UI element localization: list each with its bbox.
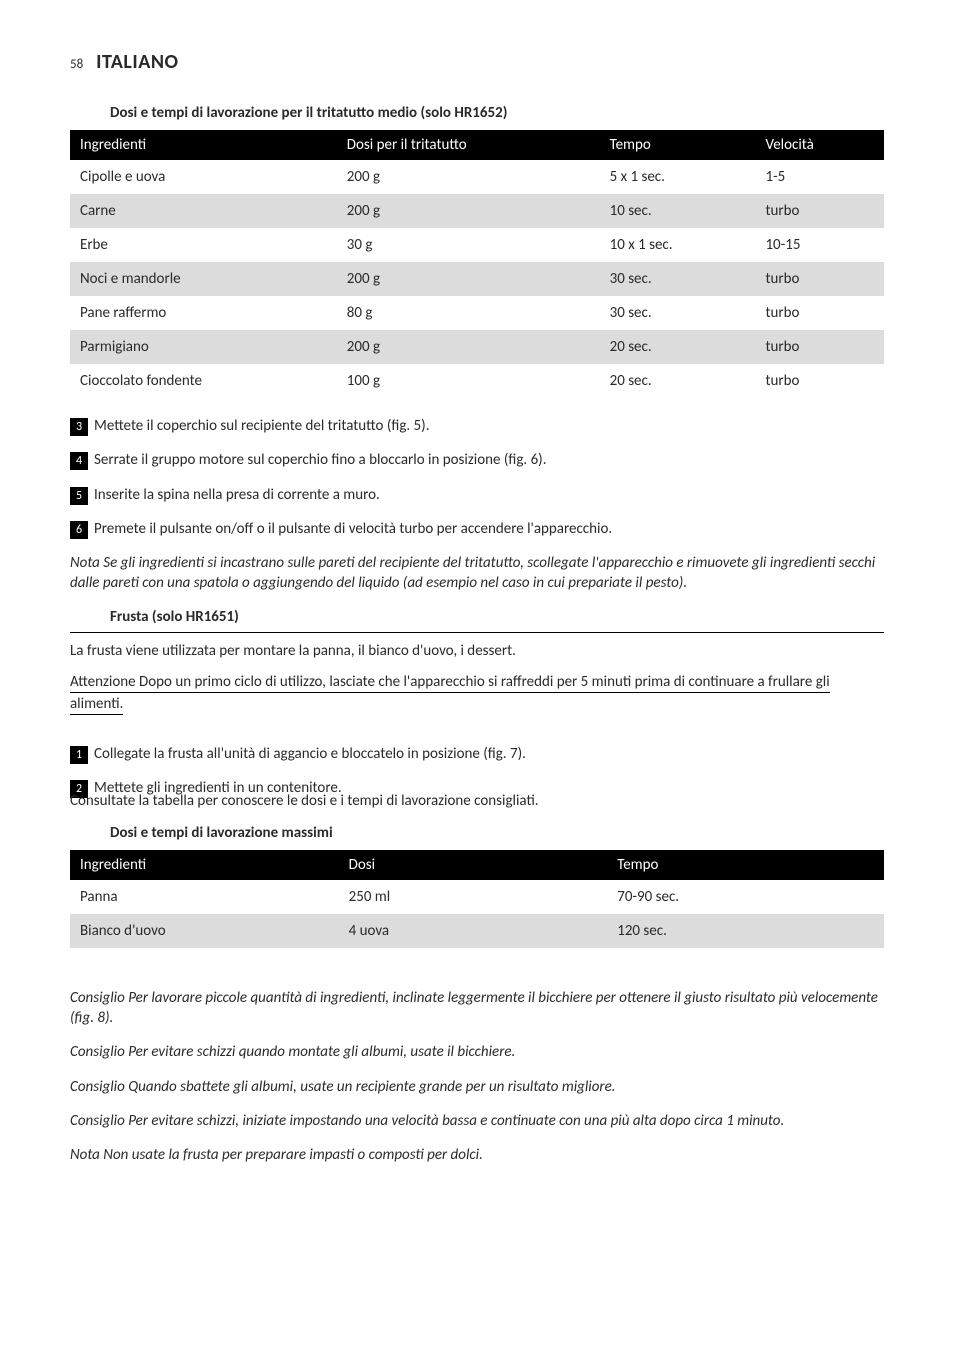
step-text: Serrate il gruppo motore sul coperchio f…: [94, 451, 547, 469]
table-cell: Carne: [70, 194, 337, 228]
table-cell: 30 sec.: [600, 262, 756, 296]
table-cell: turbo: [755, 364, 884, 398]
step-text: Mettete il coperchio sul recipiente del …: [94, 417, 430, 435]
table-cell: 4 uova: [339, 914, 608, 948]
step-6: 6 Premete il pulsante on/off o il pulsant…: [70, 519, 884, 539]
table-cell: Erbe: [70, 228, 337, 262]
table-cell: 200 g: [337, 160, 600, 194]
step-text: Collegate la frusta all'unità di agganci…: [94, 745, 526, 763]
table-cell: 200 g: [337, 262, 600, 296]
step-1: 1 Collegate la frusta all'unità di agganc…: [70, 744, 884, 764]
frusta-caution: Attenzione Dopo un primo ciclo di utiliz…: [70, 671, 884, 716]
table-cell: 200 g: [337, 330, 600, 364]
table-cell: turbo: [755, 194, 884, 228]
col-ingredients: Ingredienti: [70, 850, 339, 880]
table-row: Panna250 ml70-90 sec.: [70, 880, 884, 914]
steps-frusta: 1 Collegate la frusta all'unità di agganc…: [70, 744, 884, 799]
table-cell: 70-90 sec.: [607, 880, 884, 914]
table-row: Carne200 g10 sec.turbo: [70, 194, 884, 228]
table-cell: 1-5: [755, 160, 884, 194]
frusta-heading: Frusta (solo HR1651): [110, 608, 884, 628]
table-cell: 5 x 1 sec.: [600, 160, 756, 194]
col-quantity: Dosi per il tritatutto: [337, 130, 600, 160]
table1-title: Dosi e tempi di lavorazione per il trita…: [110, 104, 884, 122]
table-whisk: Ingredienti Dosi Tempo Panna250 ml70-90 …: [70, 850, 884, 948]
step-2-sub: Consultate la tabella per conoscere le d…: [70, 792, 884, 812]
table-row: Cipolle e uova200 g5 x 1 sec.1-5: [70, 160, 884, 194]
language-label: ITALIANO: [96, 50, 178, 74]
table-cell: Panna: [70, 880, 339, 914]
table-row: Pane raffermo80 g30 sec.turbo: [70, 296, 884, 330]
tip-2: Consiglio Per evitare schizzi quando mon…: [70, 1042, 884, 1062]
frusta-heading-wrap: Frusta (solo HR1651): [70, 608, 884, 633]
frusta-intro: La frusta viene utilizzata per montare l…: [70, 641, 884, 661]
tip-5: Nota Non usate la frusta per preparare i…: [70, 1145, 884, 1165]
col-speed: Velocità: [755, 130, 884, 160]
col-quantity: Dosi: [339, 850, 608, 880]
table-cell: 200 g: [337, 194, 600, 228]
table-cell: 100 g: [337, 364, 600, 398]
table-cell: 10 x 1 sec.: [600, 228, 756, 262]
tip-4: Consiglio Per evitare schizzi, iniziate …: [70, 1111, 884, 1131]
table-cell: Bianco d'uovo: [70, 914, 339, 948]
col-ingredients: Ingredienti: [70, 130, 337, 160]
table-row: Bianco d'uovo4 uova120 sec.: [70, 914, 884, 948]
frusta-caution-text: Attenzione Dopo un primo ciclo di utiliz…: [70, 673, 830, 716]
table-cell: Pane raffermo: [70, 296, 337, 330]
table-cell: 30 sec.: [600, 296, 756, 330]
table-cell: 30 g: [337, 228, 600, 262]
note-chopper: Nota Se gli ingredienti si incastrano su…: [70, 553, 884, 594]
table-cell: 250 ml: [339, 880, 608, 914]
step-number: 3: [70, 418, 88, 436]
step-5: 5 Inserite la spina nella presa di corren…: [70, 485, 884, 505]
table-cell: Parmigiano: [70, 330, 337, 364]
table-cell: 120 sec.: [607, 914, 884, 948]
table-row: Parmigiano200 g20 sec.turbo: [70, 330, 884, 364]
step-text: Premete il pulsante on/off o il pulsante…: [94, 520, 612, 538]
table-cell: turbo: [755, 296, 884, 330]
col-time: Tempo: [600, 130, 756, 160]
table-cell: Cioccolato fondente: [70, 364, 337, 398]
page-number: 58: [70, 57, 83, 72]
tip-3: Consiglio Quando sbattete gli albumi, us…: [70, 1077, 884, 1097]
table-cell: 80 g: [337, 296, 600, 330]
col-time: Tempo: [607, 850, 884, 880]
step-number: 1: [70, 746, 88, 764]
table-cell: 10-15: [755, 228, 884, 262]
table-cell: 20 sec.: [600, 330, 756, 364]
table-cell: 20 sec.: [600, 364, 756, 398]
table-chopper: Ingredienti Dosi per il tritatutto Tempo…: [70, 130, 884, 398]
table-cell: Noci e mandorle: [70, 262, 337, 296]
step-number: 4: [70, 452, 88, 470]
step-number: 5: [70, 487, 88, 505]
table-cell: 10 sec.: [600, 194, 756, 228]
table-cell: turbo: [755, 330, 884, 364]
page-header: 58 ITALIANO: [70, 50, 884, 74]
step-4: 4 Serrate il gruppo motore sul coperchio …: [70, 450, 884, 470]
table2-title: Dosi e tempi di lavorazione massimi: [110, 824, 884, 842]
step-number: 6: [70, 521, 88, 539]
table-cell: turbo: [755, 262, 884, 296]
table-row: Erbe30 g10 x 1 sec.10-15: [70, 228, 884, 262]
table-row: Noci e mandorle200 g30 sec.turbo: [70, 262, 884, 296]
step-3: 3 Mettete il coperchio sul recipiente del…: [70, 416, 884, 436]
step-text: Inserite la spina nella presa di corrent…: [94, 486, 380, 504]
table-cell: Cipolle e uova: [70, 160, 337, 194]
table-row: Cioccolato fondente100 g20 sec.turbo: [70, 364, 884, 398]
steps-chopper: 3 Mettete il coperchio sul recipiente del…: [70, 416, 884, 539]
tip-1: Consiglio Per lavorare piccole quantità …: [70, 988, 884, 1029]
